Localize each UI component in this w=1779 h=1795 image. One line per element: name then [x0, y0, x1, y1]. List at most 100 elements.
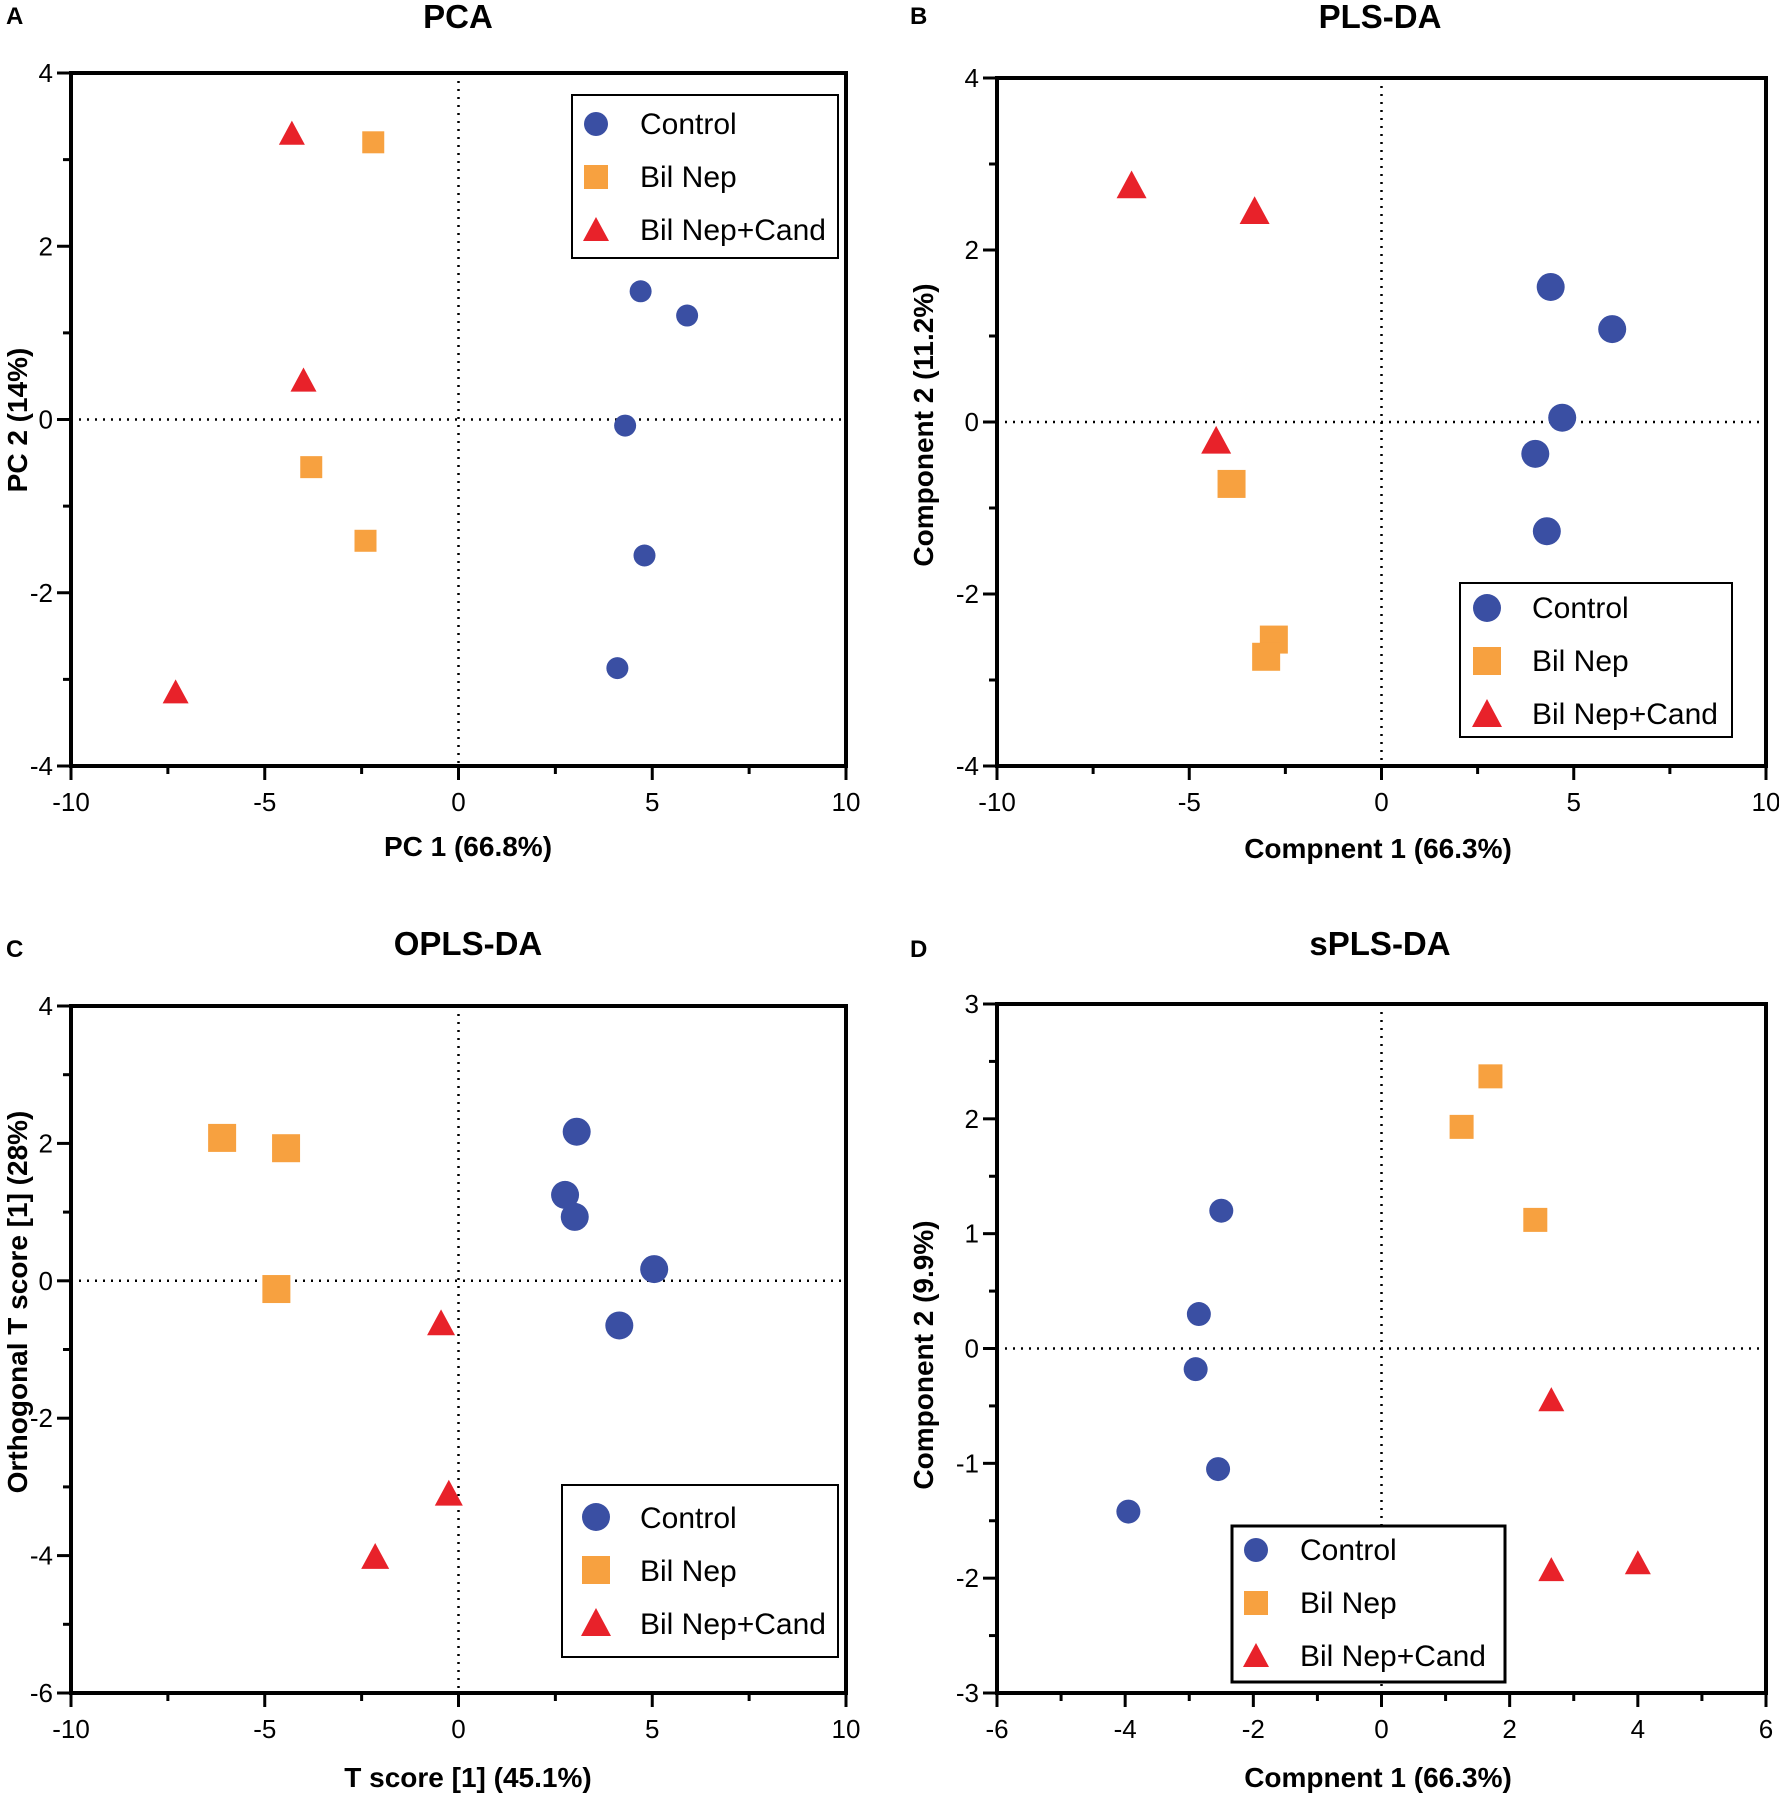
data-points [1116, 170, 1627, 671]
axis-ticks: -10 -5 0 5 10 -4 -2 0 2 4 [30, 58, 861, 817]
data-point-control [1532, 517, 1561, 546]
data-point-bil-nep-cand [1538, 1387, 1565, 1412]
legend-label-bil-nep: Bil Nep [1300, 1587, 1397, 1620]
x-tick-label: 10 [1752, 787, 1779, 817]
legend-marker-bil-nep-cand [583, 217, 609, 241]
legend-marker-control [584, 112, 608, 136]
panel-letter: A [6, 3, 23, 30]
legend-box [1459, 582, 1733, 738]
y-tick-label: 4 [965, 63, 979, 93]
panel-b: B PLS-DA -10 -5 0 5 10 -4 -2 0 2 4 Compnent 1 (66… [908, 0, 1779, 864]
data-point-control [614, 414, 637, 437]
x-tick-label: -5 [1178, 787, 1201, 817]
legend: Control Bil Nep Bil Nep+Cand [1459, 582, 1733, 738]
data-point-control [606, 657, 629, 680]
legend-label-bil-nep-cand: Bil Nep+Cand [1532, 698, 1718, 731]
data-point-control [640, 1255, 669, 1284]
y-tick-label: 4 [39, 58, 53, 88]
y-tick-label: 3 [965, 989, 979, 1019]
y-tick-label: -4 [30, 751, 53, 781]
panel-c: C OPLS-DA -10 -5 0 5 10 -6 -4 -2 0 2 4 T score [1]… [2, 925, 860, 1793]
y-tick-label: -1 [956, 1448, 979, 1478]
chart-title: sPLS-DA [1309, 925, 1450, 962]
panel-a: A PCA -10 -5 0 5 10 -4 -2 0 2 4 PC 1 (66.8%) PC 2… [2, 0, 860, 862]
x-axis-label: PC 1 (66.8%) [384, 831, 552, 862]
legend-label-control: Control [1300, 1534, 1397, 1567]
y-tick-label: -2 [30, 1403, 53, 1433]
data-point-bil-nep [1523, 1207, 1548, 1232]
legend-marker-bil-nep-cand [581, 1608, 611, 1636]
data-point-bil-nep-cand [1239, 196, 1270, 225]
data-point-control [1183, 1357, 1208, 1382]
chart-title: PLS-DA [1319, 0, 1442, 35]
data-point-bil-nep-cand [361, 1542, 390, 1569]
y-tick-label: 0 [39, 1266, 53, 1296]
legend-marker-bil-nep [582, 1556, 610, 1584]
x-tick-label: 0 [451, 787, 465, 817]
legend-box [571, 94, 839, 259]
panel-letter: C [6, 936, 23, 963]
x-tick-label: -2 [1242, 1714, 1265, 1744]
x-tick-label: 5 [645, 1714, 659, 1744]
panel-letter: D [910, 936, 927, 963]
legend-label-bil-nep-cand: Bil Nep+Cand [640, 214, 826, 247]
legend-label-control: Control [640, 108, 737, 141]
x-axis-label: Compnent 1 (66.3%) [1244, 833, 1512, 864]
data-point-bil-nep-cand [1624, 1550, 1651, 1575]
data-point-bil-nep [1217, 469, 1246, 498]
y-tick-label: -3 [956, 1678, 979, 1708]
x-tick-label: 0 [451, 1714, 465, 1744]
legend-label-control: Control [1532, 592, 1629, 625]
legend: Control Bil Nep Bil Nep+Cand [571, 94, 839, 259]
legend-marker-control [1473, 594, 1501, 622]
legend-marker-control [1244, 1538, 1268, 1562]
data-point-bil-nep-cand [162, 679, 189, 704]
axis-ticks: -10 -5 0 5 10 -4 -2 0 2 4 [956, 63, 1779, 817]
y-tick-label: -2 [956, 579, 979, 609]
data-point-control [629, 280, 652, 303]
zero-reference-lines [997, 78, 1766, 766]
zero-reference-lines [997, 1004, 1766, 1693]
legend-label-control: Control [640, 1502, 737, 1535]
data-point-bil-nep [1478, 1064, 1503, 1089]
data-point-control [676, 304, 699, 327]
data-point-bil-nep-cand [290, 367, 317, 392]
chart-title: OPLS-DA [394, 925, 543, 962]
x-axis-label: Compnent 1 (66.3%) [1244, 1762, 1512, 1793]
x-tick-label: 4 [1631, 1714, 1645, 1744]
data-point-bil-nep [208, 1123, 237, 1152]
y-tick-label: -4 [956, 751, 979, 781]
legend-box [1230, 1524, 1507, 1684]
legend-marker-control [582, 1503, 610, 1531]
data-point-control [560, 1202, 589, 1231]
y-tick-label: 0 [39, 405, 53, 435]
data-point-bil-nep-cand [1116, 170, 1147, 199]
panel-letter: B [910, 3, 927, 30]
x-tick-label: 0 [1374, 1714, 1388, 1744]
y-tick-label: 1 [965, 1219, 979, 1249]
data-point-bil-nep-cand [427, 1309, 456, 1336]
x-tick-label: 6 [1759, 1714, 1773, 1744]
legend-label-bil-nep: Bil Nep [640, 1555, 737, 1588]
data-point-bil-nep-cand [278, 120, 305, 145]
data-point-control [1209, 1198, 1234, 1223]
legend-marker-bil-nep [1473, 647, 1501, 675]
data-point-control [1206, 1457, 1231, 1482]
data-point-bil-nep [300, 456, 323, 479]
data-point-control [562, 1117, 591, 1146]
y-tick-label: -2 [30, 578, 53, 608]
legend-marker-bil-nep [584, 165, 608, 189]
y-tick-label: 2 [39, 1128, 53, 1158]
y-tick-label: 0 [965, 407, 979, 437]
x-tick-label: -6 [985, 1714, 1008, 1744]
x-tick-label: 0 [1374, 787, 1388, 817]
legend-marker-bil-nep [1244, 1591, 1268, 1615]
data-point-bil-nep-cand [1538, 1557, 1565, 1582]
x-tick-label: -10 [52, 787, 90, 817]
x-tick-label: -10 [978, 787, 1016, 817]
data-point-control [1548, 403, 1577, 432]
zero-reference-lines [71, 1006, 846, 1693]
x-tick-label: -5 [253, 787, 276, 817]
y-axis-label: Component 2 (11.2%) [908, 283, 939, 566]
